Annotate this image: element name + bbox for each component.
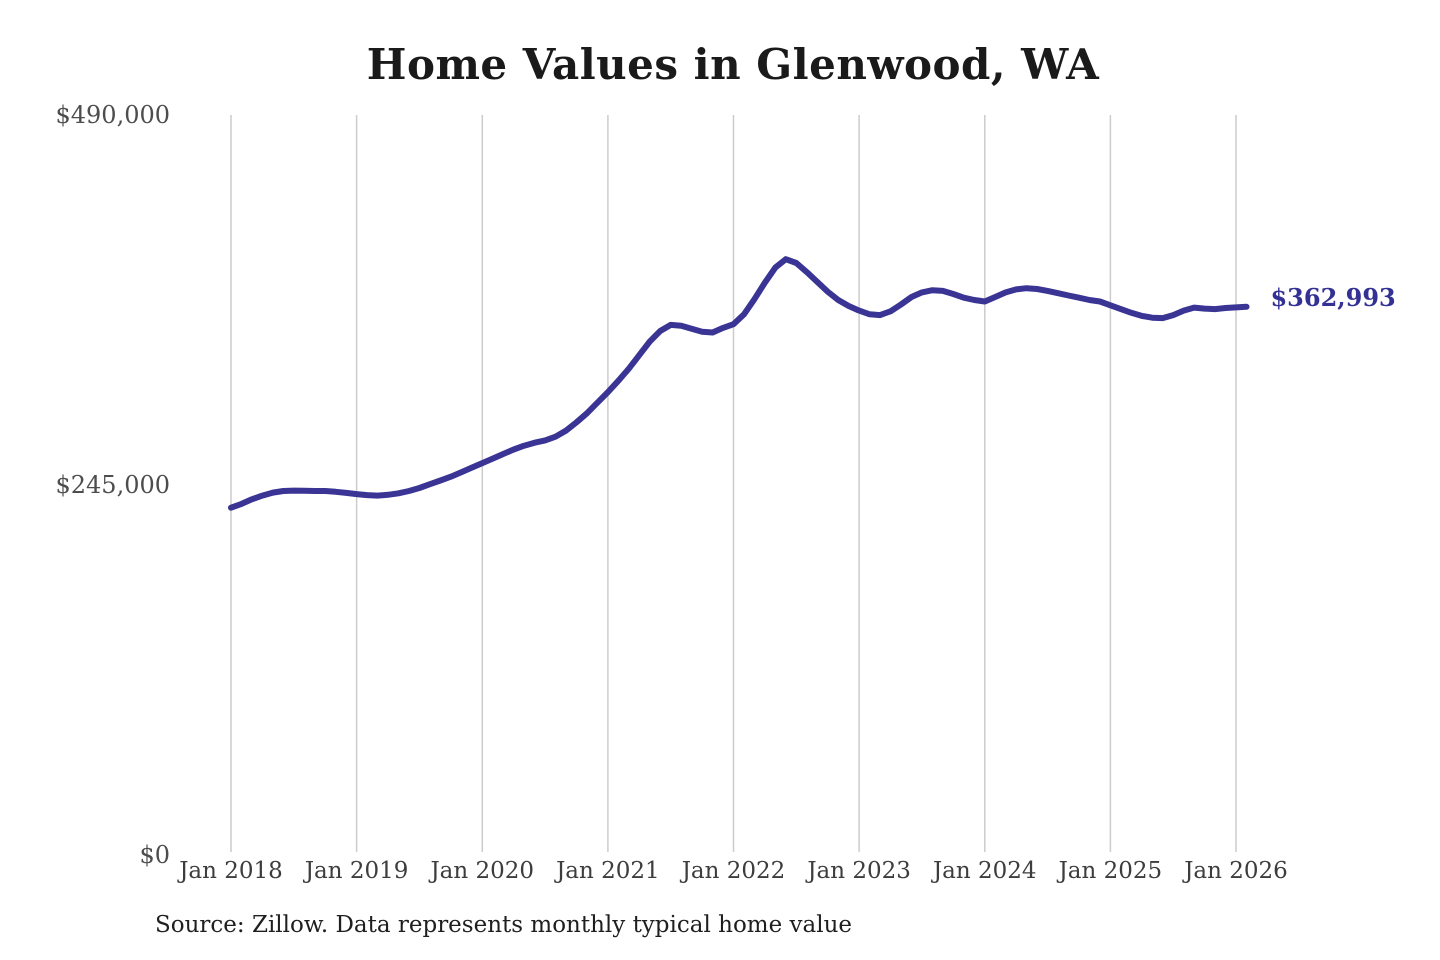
x-tick-label-jan-2025: Jan 2025 — [1058, 858, 1163, 884]
x-tick-label-jan-2026: Jan 2026 — [1184, 858, 1288, 884]
x-tick-label-jan-2018: Jan 2018 — [179, 858, 283, 884]
x-tick-label-jan-2021: Jan 2021 — [556, 858, 660, 884]
chart-title: Home Values in Glenwood, WA — [366, 40, 1100, 89]
y-tick-label-0: $0 — [139, 841, 170, 869]
source-note: Source: Zillow. Data represents monthly … — [155, 912, 853, 938]
x-tick-label-jan-2022: Jan 2022 — [681, 858, 786, 884]
x-tick-label-jan-2019: Jan 2019 — [304, 858, 409, 884]
x-tick-label-jan-2024: Jan 2024 — [932, 858, 1037, 884]
y-tick-label-490000: $490,000 — [55, 101, 170, 129]
y-tick-label-245000: $245,000 — [55, 471, 170, 499]
x-tick-label-jan-2020: Jan 2020 — [430, 858, 535, 884]
x-tick-label-jan-2023: Jan 2023 — [807, 858, 911, 884]
current-value-label: $362,993 — [1270, 282, 1396, 312]
home-value-line — [228, 256, 1250, 511]
